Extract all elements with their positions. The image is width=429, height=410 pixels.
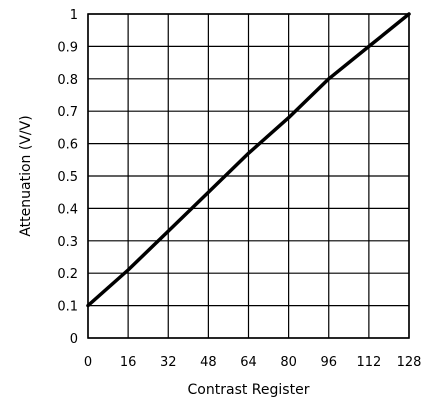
y-tick-label-7: 0.7 xyxy=(57,105,78,120)
x-tick-label-3: 48 xyxy=(200,355,217,370)
x-axis-label: Contrast Register xyxy=(188,382,310,398)
y-tick-label-9: 0.9 xyxy=(57,40,78,55)
y-tick-label-8: 0.8 xyxy=(57,73,78,88)
chart-grid xyxy=(87,13,410,339)
y-tick-label-10: 1 xyxy=(70,8,78,23)
x-tick-label-0: 0 xyxy=(84,355,92,370)
y-tick-label-0: 0 xyxy=(70,332,78,347)
x-tick-label-8: 128 xyxy=(397,355,422,370)
x-tick-label-2: 32 xyxy=(160,355,177,370)
y-tick-label-6: 0.6 xyxy=(57,138,78,153)
plot-frame xyxy=(87,13,410,339)
x-tick-labels: 0 16 32 48 64 80 96 112 128 xyxy=(84,355,422,370)
x-tick-label-1: 16 xyxy=(120,355,137,370)
y-tick-label-4: 0.4 xyxy=(57,202,78,217)
y-tick-labels: 0 0.1 0.2 0.3 0.4 0.5 0.6 0.7 0.8 0.9 1 xyxy=(57,8,78,347)
series-line xyxy=(86,12,411,308)
x-tick-label-5: 80 xyxy=(280,355,297,370)
x-tick-label-7: 112 xyxy=(356,355,381,370)
x-tick-label-4: 64 xyxy=(240,355,257,370)
y-tick-label-3: 0.3 xyxy=(57,235,78,250)
y-tick-label-2: 0.2 xyxy=(57,267,78,282)
y-tick-label-1: 0.1 xyxy=(57,300,78,315)
x-tick-label-6: 96 xyxy=(320,355,337,370)
y-axis-label: Attenuation (V/V) xyxy=(18,115,34,236)
y-tick-label-5: 0.5 xyxy=(57,170,78,185)
